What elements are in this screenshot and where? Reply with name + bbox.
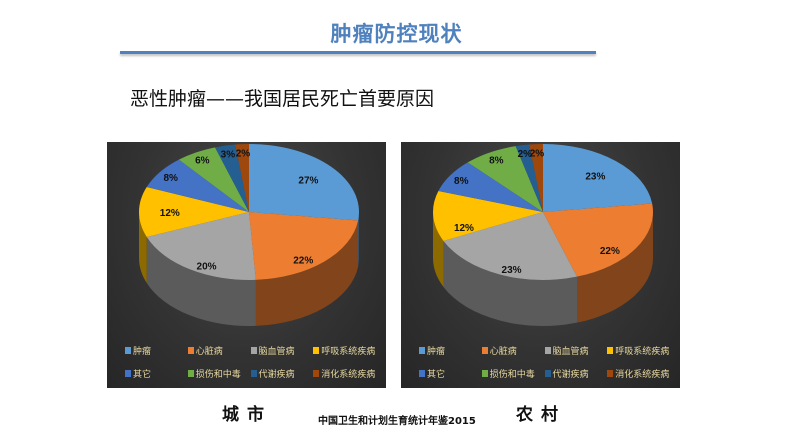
pie-data-label: 23% [585, 171, 605, 182]
title-divider [120, 51, 596, 54]
legend-label: 心脏病 [195, 347, 223, 357]
pie-data-label: 8% [454, 176, 469, 187]
rural-caption: 农村 [516, 405, 566, 425]
legend-item: 代谢疾病 [250, 367, 314, 380]
legend-label: 其它 [427, 370, 446, 380]
legend-label: 脑血管病 [258, 347, 295, 357]
pie-slice-损伤和中毒 [178, 147, 249, 212]
legend-swatch-icon [313, 370, 320, 377]
pie-slice-其它 [146, 159, 249, 212]
pie-data-label: 23% [502, 265, 522, 276]
pie-side-2 [443, 240, 577, 326]
legend-item: 肿瘤 [419, 344, 482, 357]
pie-data-label: 12% [454, 223, 474, 234]
pie-side-1 [255, 220, 359, 326]
chart-legend: 肿瘤 心脏病 脑血管病 呼吸系统疾病其它 损伤和中毒 代谢疾病 消化系统疾病 [401, 344, 680, 380]
legend-label: 心脏病 [489, 347, 517, 357]
pie-slice-消化系统疾病 [235, 144, 249, 212]
legend-label: 其它 [133, 370, 152, 380]
rural-pie-chart: 23% 22% 23% 12% 8% 8% 2% 2% 肿瘤 心脏病 脑血管病 呼吸系统疾病其它 损伤… [401, 142, 680, 388]
pie-svg: 23% 22% 23% 12% 8% 8% 2%2% [433, 144, 653, 326]
legend-label: 呼吸系统疾病 [321, 347, 376, 357]
legend-item: 代谢疾病 [544, 367, 608, 380]
legend-swatch-icon [419, 370, 425, 377]
legend-swatch-icon [481, 347, 488, 354]
legend-label: 代谢疾病 [258, 370, 295, 380]
urban-caption: 城市 [222, 405, 272, 425]
pie-side-0 [358, 212, 359, 267]
legend-label: 消化系统疾病 [321, 370, 376, 380]
pie-side-3 [433, 212, 444, 287]
pie-data-label: 8% [163, 173, 178, 184]
pie-slice-呼吸系统疾病 [139, 186, 249, 238]
chart-legend: 肿瘤 心脏病 脑血管病 呼吸系统疾病其它 损伤和中毒 代谢疾病 消化系统疾病 [107, 344, 386, 380]
legend-label: 代谢疾病 [552, 370, 589, 380]
legend-label: 损伤和中毒 [489, 370, 535, 380]
legend-item: 损伤和中毒 [187, 367, 251, 380]
legend-swatch-icon [544, 370, 551, 377]
legend-label: 呼吸系统疾病 [615, 347, 670, 357]
pie-data-label: 27% [298, 176, 318, 187]
legend-item: 消化系统疾病 [313, 367, 376, 380]
legend-label: 肿瘤 [133, 347, 152, 357]
legend-item: 呼吸系统疾病 [607, 344, 670, 357]
legend-label: 损伤和中毒 [195, 370, 241, 380]
legend-swatch-icon [187, 370, 194, 377]
legend-swatch-icon [544, 347, 551, 354]
pie-slice-其它 [438, 162, 543, 212]
pie-data-label: 22% [600, 246, 620, 257]
pie-slice-消化系统疾病 [529, 144, 543, 212]
pie-slice-代谢疾病 [215, 144, 249, 212]
pie-svg: 27% 22% 20% 12% 8% 6% 3% 2% [139, 144, 359, 326]
urban-pie-chart: 27% 22% 20% 12% 8% 6% 3% 2% 肿瘤 心脏病 脑血管病 呼吸系统疾病其它 损伤… [107, 142, 386, 388]
pie-data-label: 2% [518, 149, 533, 160]
legend-swatch-icon [125, 347, 131, 354]
legend-label: 肿瘤 [427, 347, 446, 357]
legend-swatch-icon [481, 370, 488, 377]
legend-item: 脑血管病 [544, 344, 608, 357]
pie-slice-肿瘤 [543, 144, 653, 212]
pie-data-label: 3% [221, 150, 236, 161]
data-source: 中国卫生和计划生育统计年鉴2015 [318, 416, 476, 427]
pie-data-label: 12% [160, 208, 180, 219]
pie-side-1 [576, 212, 653, 323]
legend-item: 其它 [125, 367, 188, 380]
legend-swatch-icon [250, 370, 257, 377]
legend-item: 损伤和中毒 [481, 367, 545, 380]
pie-side-2 [146, 237, 256, 326]
pie-data-label: 6% [195, 156, 210, 167]
pie-slice-心脏病 [543, 203, 653, 277]
pie-side-3 [139, 212, 147, 284]
legend-item: 呼吸系统疾病 [313, 344, 376, 357]
pie-data-label: 22% [293, 256, 313, 267]
legend-item: 心脏病 [187, 344, 251, 357]
pie-slice-呼吸系统疾病 [433, 190, 543, 241]
pie-data-label: 2% [530, 148, 545, 159]
pie-slice-损伤和中毒 [467, 146, 543, 212]
legend-swatch-icon [187, 347, 194, 354]
legend-swatch-icon [250, 347, 257, 354]
page-title: 肿瘤防控现状 [330, 22, 463, 46]
legend-item: 脑血管病 [250, 344, 314, 357]
pie-slice-肿瘤 [249, 144, 359, 221]
legend-item: 消化系统疾病 [607, 367, 670, 380]
legend-swatch-icon [419, 347, 425, 354]
legend-item: 其它 [419, 367, 482, 380]
pie-data-label: 2% [236, 148, 251, 159]
legend-swatch-icon [607, 347, 614, 354]
pie-slice-代谢疾病 [515, 144, 543, 212]
legend-swatch-icon [607, 370, 614, 377]
legend-label: 脑血管病 [552, 347, 589, 357]
pie-slice-心脏病 [249, 212, 359, 280]
pie-data-label: 20% [197, 261, 217, 272]
legend-item: 肿瘤 [125, 344, 188, 357]
legend-label: 消化系统疾病 [615, 370, 670, 380]
pie-slice-脑血管病 [146, 212, 256, 280]
subtitle: 恶性肿瘤——我国居民死亡首要原因 [130, 88, 435, 110]
pie-slice-脑血管病 [443, 212, 577, 280]
legend-swatch-icon [313, 347, 320, 354]
legend-swatch-icon [125, 370, 131, 377]
legend-item: 心脏病 [481, 344, 545, 357]
pie-data-label: 8% [489, 156, 504, 167]
